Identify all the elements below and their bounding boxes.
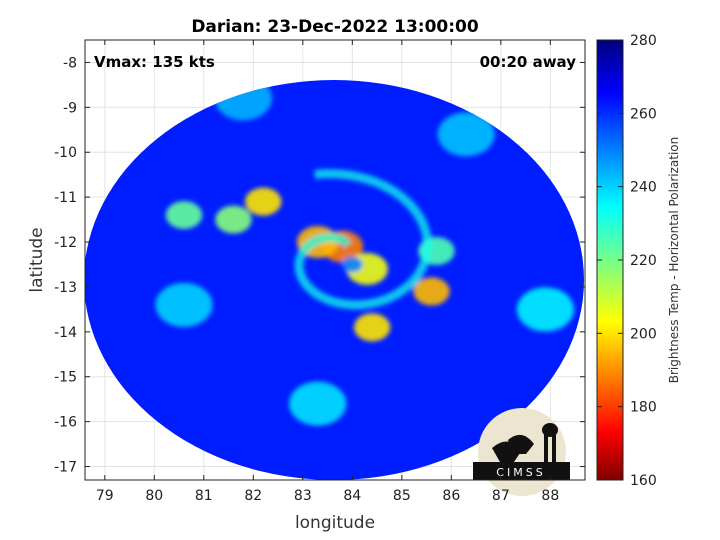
spiral-rainband <box>294 169 432 310</box>
x-tick-label: 84 <box>343 488 361 504</box>
feature-rainband <box>353 313 391 342</box>
y-tick-label: -8 <box>63 55 77 71</box>
x-axis-label: longitude <box>295 513 375 533</box>
y-tick-label: -13 <box>54 280 77 296</box>
colorbar-label: Brightness Temp - Horizontal Polarizatio… <box>667 137 681 384</box>
axes-frame <box>84 39 586 481</box>
feature-rainband <box>215 205 252 234</box>
x-tick-label: 80 <box>145 488 163 504</box>
colorbar-tick-label: 200 <box>630 326 657 342</box>
x-tick-label: 88 <box>541 488 559 504</box>
y-tick-label: -12 <box>54 235 77 251</box>
y-axis-ticks: -8 -9 -10 -11 -12 -13 -14 -15 -16 -17 <box>54 55 585 476</box>
x-tick-label: 83 <box>294 488 312 504</box>
x-tick-label: 81 <box>195 488 213 504</box>
y-axis-label: latitude <box>27 227 47 292</box>
x-tick-label: 79 <box>96 488 114 504</box>
x-tick-label: 85 <box>393 488 411 504</box>
feature-eye <box>341 256 363 273</box>
time-offset-annotation: 00:20 away <box>480 53 577 71</box>
colorbar-ticks: 280 260 240 220 200 180 160 <box>597 33 657 489</box>
y-tick-label: -16 <box>54 415 77 431</box>
feature-outer-band <box>437 112 495 157</box>
colorbar-tick-label: 180 <box>630 400 657 416</box>
y-tick-label: -10 <box>54 145 77 161</box>
feature-outer-band <box>289 381 347 426</box>
feature-rainband <box>413 277 450 306</box>
chart-title: Darian: 23-Dec-2022 13:00:00 <box>191 17 479 37</box>
vmax-annotation: Vmax: 135 kts <box>94 53 215 71</box>
x-tick-label: 86 <box>442 488 460 504</box>
y-tick-label: -11 <box>54 190 77 206</box>
y-tick-label: -9 <box>63 100 77 116</box>
cimss-logo: CIMSS <box>473 408 570 496</box>
x-tick-label: 82 <box>244 488 262 504</box>
feature-outer-band <box>516 287 574 332</box>
colorbar-tick-label: 240 <box>630 180 657 196</box>
storm-features <box>155 80 574 426</box>
colorbar-tick-label: 260 <box>630 106 657 122</box>
y-tick-label: -14 <box>54 325 77 341</box>
colorbar-tick-label: 220 <box>630 253 657 269</box>
colorbar-tick-label: 160 <box>630 473 657 489</box>
feature-rainband <box>245 187 282 216</box>
x-tick-label: 87 <box>492 488 510 504</box>
y-tick-label: -15 <box>54 370 77 386</box>
feature-outer-band <box>155 282 213 327</box>
colorbar-tick-label: 280 <box>630 33 657 49</box>
y-tick-label: -17 <box>54 460 77 476</box>
feature-rainband <box>165 201 203 230</box>
x-axis-ticks: 79 80 81 82 83 84 85 86 87 88 <box>96 40 559 504</box>
brightness-temp-swath <box>85 80 584 480</box>
logo-text: CIMSS <box>496 466 545 479</box>
